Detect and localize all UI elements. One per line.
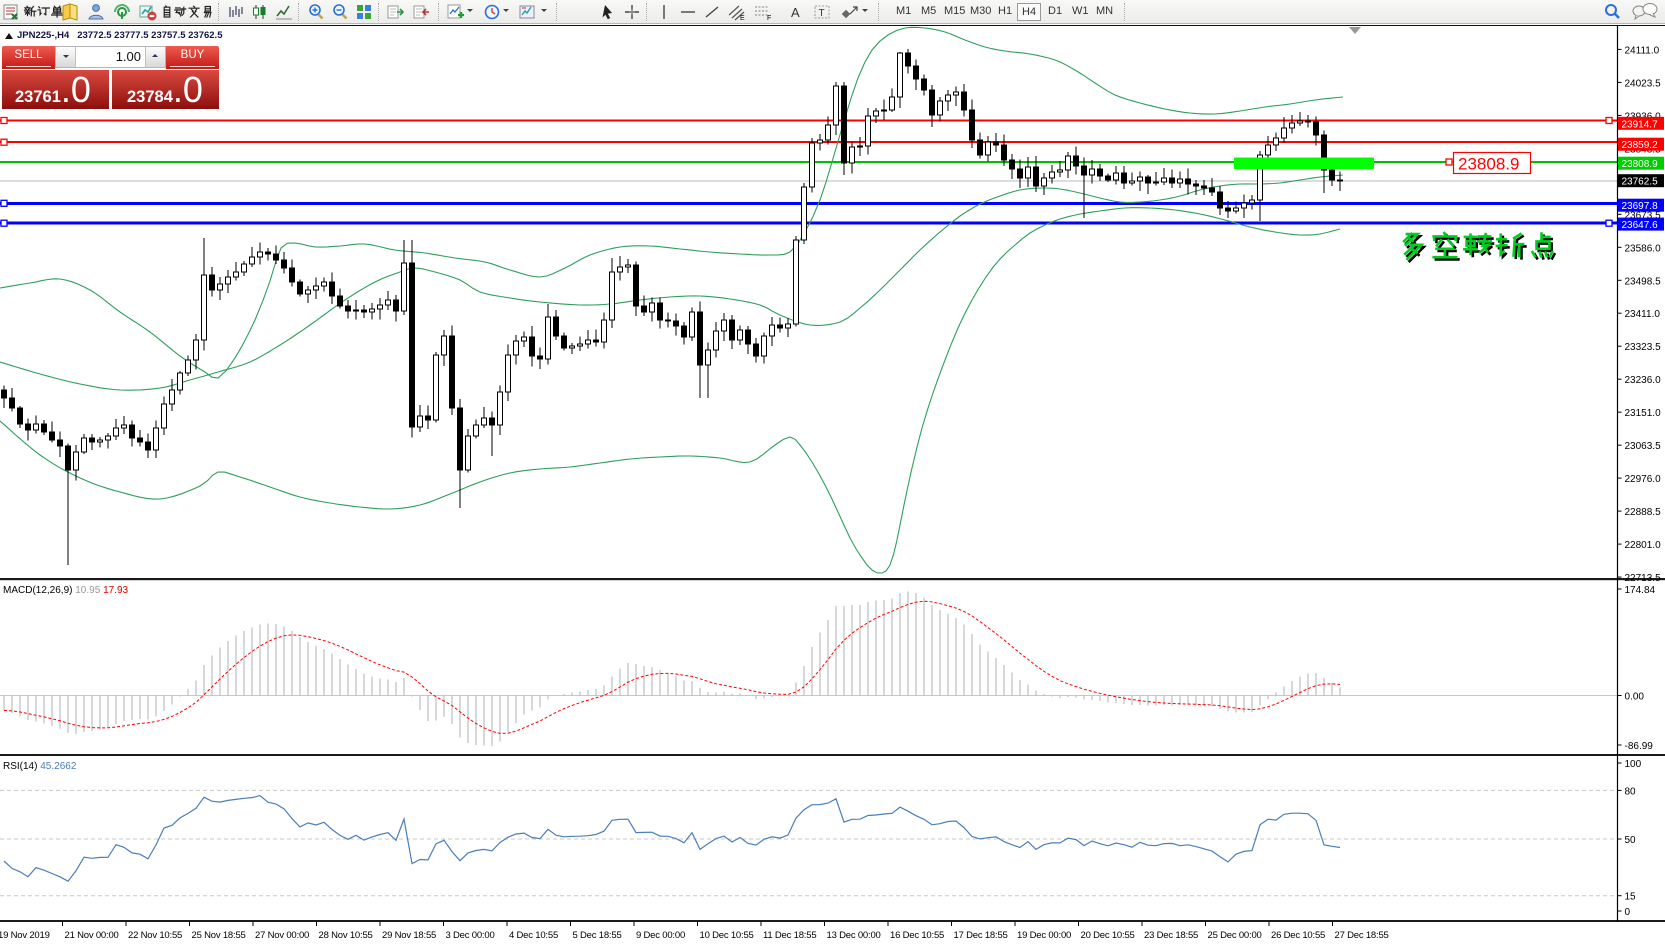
svg-text:23914.7: 23914.7 [1622,119,1659,130]
svg-text:16 Dec 10:55: 16 Dec 10:55 [890,930,944,941]
svg-text:-86.99: -86.99 [1625,741,1654,752]
svg-text:RSI(14) 45.2662: RSI(14) 45.2662 [3,761,77,772]
svg-text:9 Dec 00:00: 9 Dec 00:00 [636,930,685,941]
svg-text:MACD(12,26,9) 10.95 17.93: MACD(12,26,9) 10.95 17.93 [3,585,129,596]
svg-text:23323.5: 23323.5 [1625,342,1662,353]
svg-text:22 Nov 10:55: 22 Nov 10:55 [128,930,182,941]
svg-text:80: 80 [1625,786,1637,797]
svg-text:22713.5: 22713.5 [1625,573,1662,584]
svg-text:22801.0: 22801.0 [1625,540,1662,551]
svg-text:23859.2: 23859.2 [1622,140,1659,151]
svg-text:26 Dec 10:55: 26 Dec 10:55 [1271,930,1325,941]
svg-text:0: 0 [1625,907,1631,918]
svg-text:24111.0: 24111.0 [1625,45,1660,56]
svg-text:25 Dec 00:00: 25 Dec 00:00 [1208,930,1262,941]
svg-text:5 Dec 18:55: 5 Dec 18:55 [573,930,622,941]
svg-text:23 Dec 18:55: 23 Dec 18:55 [1144,930,1198,941]
svg-text:A: A [791,5,800,20]
svg-text:22888.5: 22888.5 [1625,507,1662,518]
svg-text:19 Dec 00:00: 19 Dec 00:00 [1017,930,1071,941]
svg-text:23808.9: 23808.9 [1622,159,1659,170]
svg-text:13 Dec 00:00: 13 Dec 00:00 [827,930,881,941]
svg-text:F: F [767,15,771,22]
svg-text:27 Nov 00:00: 27 Nov 00:00 [255,930,309,941]
svg-text:23697.8: 23697.8 [1622,201,1659,212]
svg-text:23808.9: 23808.9 [1458,155,1519,174]
svg-text:174.84: 174.84 [1625,585,1656,596]
svg-text:23673.5: 23673.5 [1625,210,1662,221]
svg-text:23498.5: 23498.5 [1625,276,1662,287]
svg-text:100: 100 [1625,759,1642,770]
svg-text:11 Dec 18:55: 11 Dec 18:55 [763,930,816,941]
svg-text:22976.0: 22976.0 [1625,474,1662,485]
svg-text:23647.6: 23647.6 [1622,220,1659,231]
svg-text:0.00: 0.00 [1625,692,1645,703]
svg-text:50: 50 [1625,835,1637,846]
svg-text:21 Nov 00:00: 21 Nov 00:00 [65,930,119,941]
svg-text:23151.0: 23151.0 [1625,408,1662,419]
svg-text:19 Nov 2019: 19 Nov 2019 [0,930,50,941]
svg-text:29 Nov 18:55: 29 Nov 18:55 [382,930,436,941]
svg-text:17 Dec 18:55: 17 Dec 18:55 [954,930,1008,941]
svg-text:20 Dec 10:55: 20 Dec 10:55 [1081,930,1135,941]
svg-text:23236.0: 23236.0 [1625,375,1662,386]
svg-text:23063.5: 23063.5 [1625,441,1662,452]
svg-text:4 Dec 10:55: 4 Dec 10:55 [509,930,558,941]
svg-text:10 Dec 10:55: 10 Dec 10:55 [700,930,754,941]
svg-text:23411.0: 23411.0 [1625,309,1661,320]
svg-text:3 Dec 00:00: 3 Dec 00:00 [446,930,495,941]
svg-text:15: 15 [1625,892,1637,903]
svg-text:27 Dec 18:55: 27 Dec 18:55 [1335,930,1389,941]
svg-text:E: E [740,15,745,22]
svg-text:24023.5: 24023.5 [1625,78,1662,89]
svg-text:T: T [819,8,825,19]
svg-text:25 Nov 18:55: 25 Nov 18:55 [192,930,246,941]
svg-text:28 Nov 10:55: 28 Nov 10:55 [319,930,373,941]
svg-text:23762.5: 23762.5 [1622,177,1659,188]
svg-text:23586.0: 23586.0 [1625,243,1662,254]
